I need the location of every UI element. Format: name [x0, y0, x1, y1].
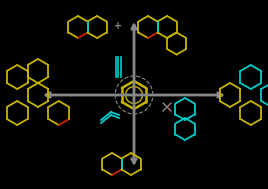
Text: +: +	[114, 21, 122, 31]
